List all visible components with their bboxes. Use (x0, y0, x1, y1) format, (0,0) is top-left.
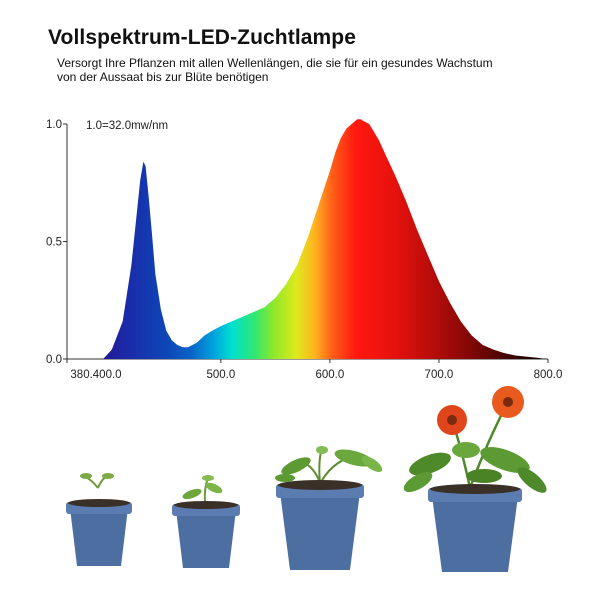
y-tick-label: 0.0 (46, 354, 62, 366)
flowering-plant-pot (403, 386, 547, 572)
x-tick-label: 500.0 (206, 369, 235, 380)
x-tick-label: 700.0 (425, 369, 454, 380)
x-tick-label: 600.0 (316, 369, 345, 380)
y-tick-label: 1.0 (46, 119, 62, 131)
sprout-pot (172, 475, 240, 568)
spectrum-area (103, 119, 548, 359)
intensity-annotation: 1.0=32.0mw/nm (86, 120, 168, 132)
x-tick-label: 380.400.0 (70, 369, 121, 380)
young-plant-pot (275, 446, 383, 570)
page-subtitle: Versorgt Ihre Pflanzen mit allen Wellenl… (57, 56, 493, 84)
seedling-pot (66, 473, 132, 566)
spectrum-chart: 0.00.51.0 380.400.0 500.0 600.0 700.0 800.0 … (46, 119, 563, 380)
y-tick-label: 0.5 (46, 237, 62, 249)
page-title: Vollspektrum-LED-Zuchtlampe (48, 26, 357, 49)
x-tick-label: 800.0 (534, 369, 563, 380)
plant-growth-stages (66, 386, 547, 572)
